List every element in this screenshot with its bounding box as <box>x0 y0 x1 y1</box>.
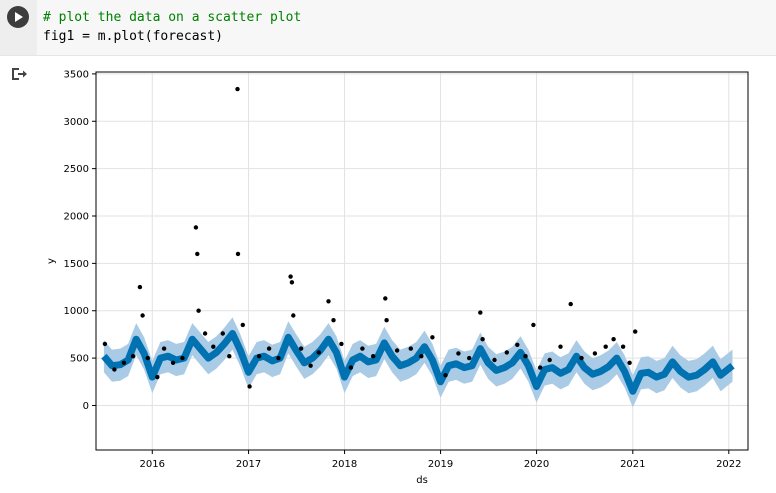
observed-point <box>547 357 552 363</box>
y-tick-label: 3000 <box>64 117 89 128</box>
x-tick-label: 2019 <box>428 459 453 470</box>
y-tick-label: 0 <box>83 401 89 412</box>
observed-point <box>235 251 241 257</box>
observed-point <box>121 360 127 365</box>
output-redirect-icon[interactable] <box>10 66 28 82</box>
observed-point <box>112 367 117 372</box>
observed-point <box>531 322 536 328</box>
y-tick-label: 1000 <box>64 306 89 317</box>
observed-point <box>384 318 389 323</box>
observed-point <box>538 365 543 370</box>
observed-point <box>394 348 400 353</box>
run-cell-icon[interactable] <box>7 6 29 28</box>
observed-point <box>339 341 344 347</box>
observed-point <box>140 313 145 318</box>
observed-point <box>603 344 608 349</box>
observed-point <box>240 322 245 328</box>
y-tick-label: 2500 <box>64 164 89 175</box>
observed-point <box>348 365 354 370</box>
observed-point <box>408 346 413 351</box>
observed-point <box>235 86 240 92</box>
observed-point <box>443 373 448 378</box>
observed-point <box>266 346 272 351</box>
observed-point <box>456 351 461 356</box>
observed-point <box>298 346 304 351</box>
observed-point <box>247 384 252 389</box>
x-tick-label: 2016 <box>140 459 165 470</box>
observed-point <box>202 331 208 336</box>
observed-point <box>130 354 136 359</box>
observed-point <box>592 351 598 356</box>
observed-point <box>193 225 199 230</box>
y-tick-label: 3500 <box>64 69 89 80</box>
observed-point <box>620 344 626 349</box>
observed-point <box>291 313 296 318</box>
observed-point <box>196 308 201 313</box>
observed-point <box>371 354 376 359</box>
observed-point <box>276 355 281 361</box>
observed-point <box>102 341 108 347</box>
observed-point <box>211 344 216 349</box>
run-gutter <box>0 0 37 55</box>
x-tick-label: 2018 <box>332 459 357 470</box>
x-tick-label: 2020 <box>524 459 549 470</box>
observed-point <box>331 318 336 323</box>
observed-point <box>523 354 528 359</box>
forecast-line <box>101 330 735 395</box>
code-line-2: fig1 = m.plot(forecast) <box>43 29 224 44</box>
observed-point <box>515 342 520 347</box>
y-tick-label: 1500 <box>64 259 89 270</box>
observed-point <box>155 374 160 380</box>
observed-point <box>627 360 632 365</box>
observed-point <box>480 337 485 342</box>
observed-point <box>579 355 584 361</box>
x-tick-label: 2021 <box>620 459 645 470</box>
observed-point <box>558 344 563 349</box>
observed-point <box>256 354 262 359</box>
observed-point <box>478 310 483 315</box>
observed-point <box>227 354 232 359</box>
observed-point <box>360 346 365 351</box>
plot-frame <box>95 71 749 451</box>
uncertainty-band <box>103 317 733 408</box>
observed-point <box>316 350 321 355</box>
observed-point <box>170 360 176 365</box>
observed-point <box>145 355 150 361</box>
observed-point <box>430 335 435 340</box>
observed-point <box>467 355 472 361</box>
observed-point <box>180 355 185 361</box>
y-tick-label: 500 <box>70 354 89 365</box>
code-editor[interactable]: # plot the data on a scatter plot fig1 = … <box>43 8 301 46</box>
observed-point <box>289 280 295 285</box>
observed-point <box>568 301 573 307</box>
x-tick-label: 2017 <box>236 459 261 470</box>
observed-point <box>161 346 167 351</box>
observed-point <box>288 274 293 279</box>
observed-point <box>326 299 331 304</box>
observed-point <box>419 354 424 359</box>
observed-point <box>383 296 388 301</box>
observed-point <box>492 357 497 363</box>
y-axis-label: y <box>46 258 57 264</box>
observed-point <box>195 251 200 257</box>
code-cell[interactable]: # plot the data on a scatter plot fig1 = … <box>0 0 776 56</box>
observed-point <box>137 284 143 290</box>
observed-point <box>220 331 225 336</box>
observed-point <box>504 350 509 355</box>
observed-point <box>308 363 313 368</box>
forecast-plot: 2016 2017 2018 2019 2020 2021 2022 0 500 1000 1500… <box>46 69 749 486</box>
x-axis-label: ds <box>416 475 428 486</box>
observed-point <box>611 337 616 342</box>
observed-point <box>633 329 638 334</box>
y-tick-label: 2000 <box>64 212 89 223</box>
x-tick-label: 2022 <box>716 459 741 470</box>
code-line-1: # plot the data on a scatter plot <box>43 10 302 25</box>
play-icon <box>15 12 23 22</box>
